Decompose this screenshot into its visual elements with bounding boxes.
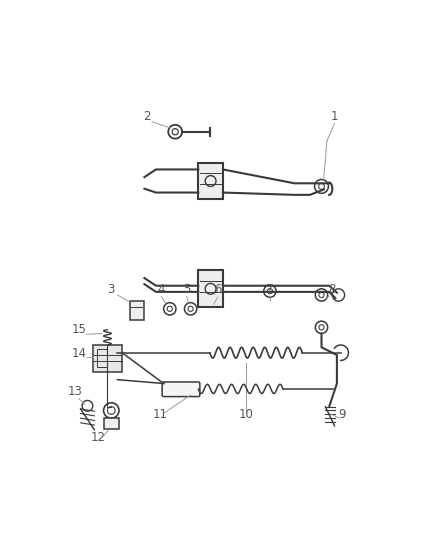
Text: 8: 8 [328, 284, 335, 296]
Bar [198, 270, 223, 308]
Text: 3: 3 [108, 284, 115, 296]
Text: 1: 1 [331, 110, 338, 123]
Bar [97, 349, 107, 367]
Text: 7: 7 [266, 284, 274, 296]
Text: 15: 15 [71, 324, 86, 336]
Text: 6: 6 [214, 284, 221, 296]
Text: 4: 4 [158, 284, 165, 296]
Text: 13: 13 [67, 385, 82, 398]
Text: 9: 9 [339, 408, 346, 421]
Text: 10: 10 [239, 408, 254, 421]
Text: 12: 12 [91, 431, 106, 445]
FancyBboxPatch shape [162, 382, 200, 397]
Text: 2: 2 [143, 110, 151, 123]
Bar [93, 345, 122, 372]
Text: 11: 11 [152, 408, 167, 421]
Bar [198, 163, 223, 199]
Bar [130, 301, 144, 320]
Text: 5: 5 [183, 284, 191, 296]
Bar [103, 418, 119, 429]
Text: 14: 14 [71, 346, 86, 360]
